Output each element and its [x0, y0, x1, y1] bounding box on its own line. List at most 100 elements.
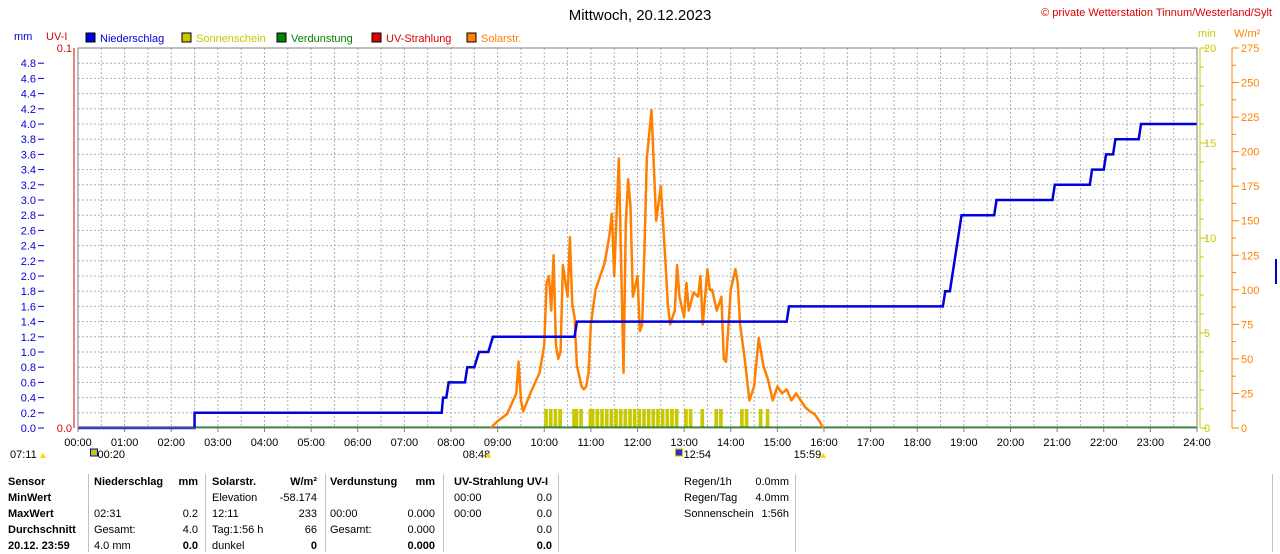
- mm-tick-label: 4.6: [21, 73, 36, 85]
- min-tick-label: 15: [1204, 138, 1216, 150]
- mm-tick-label: 2.2: [21, 256, 36, 268]
- stats-col-3: [205, 474, 206, 552]
- sunshine-bar: [609, 409, 614, 428]
- wm2-tick-label: 250: [1241, 78, 1259, 90]
- stats-cell-c2: Gesamt:: [94, 524, 136, 536]
- stats-cell-c1: MinWert: [8, 492, 52, 504]
- stats-cell-c1: Sensor: [8, 476, 46, 488]
- stats-cell-c10: Regen/Tag: [684, 492, 738, 504]
- stats-col-7: [795, 474, 796, 552]
- sunshine-bar: [758, 409, 763, 428]
- mm-tick-label: 1.8: [21, 286, 36, 298]
- sunshine-bar: [660, 409, 665, 428]
- stats-row: Durchschnitt Gesamt: 4.0 Tag:1:56 h 66 Gesamt…: [0, 523, 1280, 538]
- sunrise-icon: [485, 453, 492, 458]
- stats-cell-c7: 0.000: [407, 524, 435, 536]
- precipitation-line: [78, 122, 1197, 430]
- legend-swatch: [276, 32, 287, 43]
- x-tick-label: 03:00: [204, 437, 232, 449]
- mm-tick-label: 3.2: [21, 180, 36, 192]
- legend-label: Sonnenschein: [196, 33, 266, 45]
- x-tick-label: 04:00: [251, 437, 279, 449]
- x-tick-label: 00:00: [64, 437, 92, 449]
- sunshine-bar: [588, 409, 593, 428]
- mm-tick-label: 4.2: [21, 104, 36, 116]
- sunshine-bar: [572, 409, 576, 428]
- stats-cell-c6: Verdunstung: [330, 476, 398, 488]
- min-tick-label: 10: [1204, 233, 1216, 245]
- sunshine-bar: [558, 409, 562, 428]
- wm2-tick-label: 225: [1241, 112, 1259, 124]
- sunshine-bar: [632, 409, 637, 428]
- sunshine-bar: [595, 409, 600, 428]
- mm-tick-label: 0.0: [21, 423, 36, 435]
- time-marker-label: 15:59: [794, 449, 822, 461]
- time-markers: 07:11 00:20 08:48 12:54 15:59: [10, 448, 827, 461]
- sunshine-bar: [637, 409, 642, 428]
- wm2-tick-label: 25: [1241, 388, 1253, 400]
- x-tick-label: 20:00: [997, 437, 1025, 449]
- x-tick-label: 12:00: [624, 437, 652, 449]
- stats-cell-c3: 4.0: [182, 524, 198, 536]
- chart-title: Mittwoch, 20.12.2023: [569, 7, 712, 24]
- x-tick-label: 01:00: [111, 437, 139, 449]
- stats-row: MaxWert 02:31 0.2 12:11 233 00:00 0.000 00:00 0.…: [0, 507, 1280, 522]
- weather-chart: Mittwoch, 20.12.2023 © private Wettersta…: [10, 7, 1277, 461]
- plot-frame: [77, 47, 1198, 429]
- axis-label-uv: UV-I: [46, 31, 67, 43]
- mm-tick-label: 0.2: [21, 408, 36, 420]
- x-tick-label: 11:00: [578, 437, 605, 449]
- stats-cell-c10: Regen/1h: [684, 476, 732, 488]
- sunshine-bar: [553, 409, 558, 428]
- min-tick-label: 20: [1204, 43, 1216, 55]
- sunshine-bar: [656, 409, 660, 428]
- time-marker-label: 12:54: [683, 449, 711, 461]
- stats-cell-c8: 00:00: [454, 508, 482, 520]
- sunshine-bar: [618, 409, 623, 428]
- wm2-tick-label: 175: [1241, 181, 1259, 193]
- mm-tick-label: 3.0: [21, 195, 36, 207]
- stats-cell-c3: 0.2: [182, 508, 198, 520]
- sunshine-bar: [628, 409, 632, 428]
- x-tick-label: 05:00: [297, 437, 325, 449]
- x-tick-label: 09:00: [484, 437, 512, 449]
- stats-table: Sensor Niederschlag mm Solarstr. W/m² Verduns…: [0, 474, 1280, 552]
- sunshine-bar: [544, 409, 548, 428]
- wm2-tick-label: 100: [1241, 285, 1259, 297]
- chart-legend: Niederschlag Sonnenschein Verdunstung UV-St…: [85, 32, 521, 45]
- stats-cell-c11: 0.0mm: [755, 476, 789, 488]
- stats-cell-c8: UV-Strahlung UV-I: [454, 476, 549, 488]
- copyright-text: © private Wetterstation Tinnum/Westerlan…: [1041, 7, 1272, 19]
- mm-tick-label: 4.0: [21, 119, 36, 131]
- stats-cell-c8: 00:00: [454, 492, 482, 504]
- x-tick-label: 02:00: [157, 437, 185, 449]
- sunshine-bar: [744, 409, 749, 428]
- sunshine-bar: [600, 409, 604, 428]
- stats-cell-c11: 4.0mm: [755, 492, 789, 504]
- stats-cell-c9: 0.0: [536, 492, 552, 504]
- sunshine-bar: [579, 409, 583, 428]
- stats-cell-c6: 00:00: [330, 508, 358, 520]
- stats-row: Sensor Niederschlag mm Solarstr. W/m² Verduns…: [0, 475, 1280, 490]
- stats-cell-c1: Durchschnitt: [8, 524, 76, 536]
- sunshine-bar: [642, 409, 646, 428]
- stats-cell-c4: Tag:1:56 h: [212, 524, 264, 536]
- stats-cell-c5: 0: [310, 540, 317, 552]
- time-marker-label: 00:20: [98, 449, 126, 461]
- mm-tick-label: 0.4: [21, 393, 36, 405]
- sunshine-bar: [765, 409, 770, 428]
- legend-swatch: [85, 32, 96, 43]
- sunshine-bar: [740, 409, 744, 428]
- stats-col-6: [558, 474, 559, 552]
- stats-cell-c5: 66: [304, 524, 317, 536]
- mm-tick-label: 1.6: [21, 301, 36, 313]
- uv-tick-label: 0.1: [57, 43, 72, 55]
- stats-cell-c7: mm: [415, 476, 435, 488]
- x-tick-label: 13:00: [670, 437, 698, 449]
- stats-cell-c4: dunkel: [212, 540, 245, 552]
- axis-label-min: min: [1198, 28, 1216, 40]
- mm-tick-label: 2.0: [21, 271, 36, 283]
- sunshine-bar: [714, 409, 719, 428]
- x-tick-label: 22:00: [1090, 437, 1118, 449]
- sunshine-bar: [604, 409, 609, 428]
